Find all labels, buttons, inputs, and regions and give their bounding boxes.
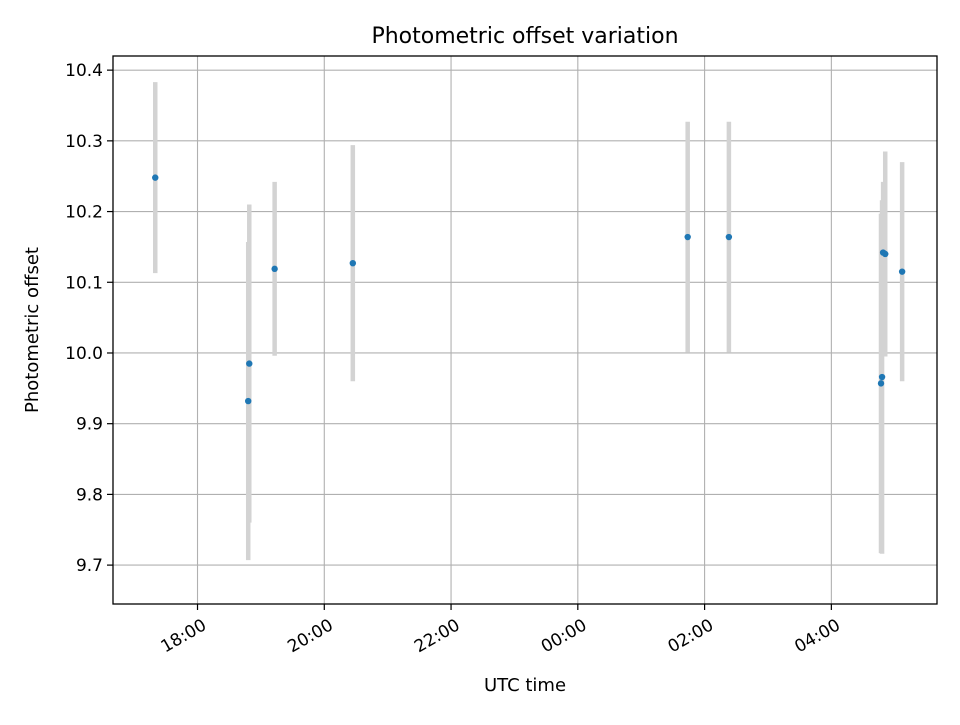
data-point: [877, 380, 885, 387]
plot-frame: [112, 55, 938, 605]
data-point: [349, 259, 357, 267]
y-tick-label: 9.8: [76, 485, 103, 505]
data-point: [245, 397, 252, 405]
plot-area: [113, 56, 937, 604]
x-axis-label: UTC time: [484, 675, 566, 696]
chart-title: Photometric offset variation: [371, 24, 678, 49]
y-tick-label: 10.1: [65, 273, 103, 293]
data-point: [878, 373, 886, 381]
data-point: [725, 233, 733, 241]
data-point: [882, 250, 889, 258]
y-tick-label: 9.9: [76, 415, 103, 435]
data-point: [246, 360, 253, 367]
y-axis-label: Photometric offset: [22, 247, 43, 413]
data-point: [271, 265, 278, 273]
y-tick-label: 10.3: [65, 132, 103, 152]
y-tick-label: 10.0: [65, 344, 103, 364]
y-tick-label: 10.2: [65, 203, 103, 223]
data-point: [684, 233, 691, 241]
points: [152, 174, 906, 405]
data-point: [152, 174, 159, 181]
y-axis: 9.7 9.8 9.9 10.0 10.1 10.2 10.3 10.4: [65, 61, 113, 576]
data-point: [898, 268, 906, 275]
y-tick-label: 9.7: [76, 556, 103, 576]
y-tick-label: 10.4: [65, 61, 103, 81]
